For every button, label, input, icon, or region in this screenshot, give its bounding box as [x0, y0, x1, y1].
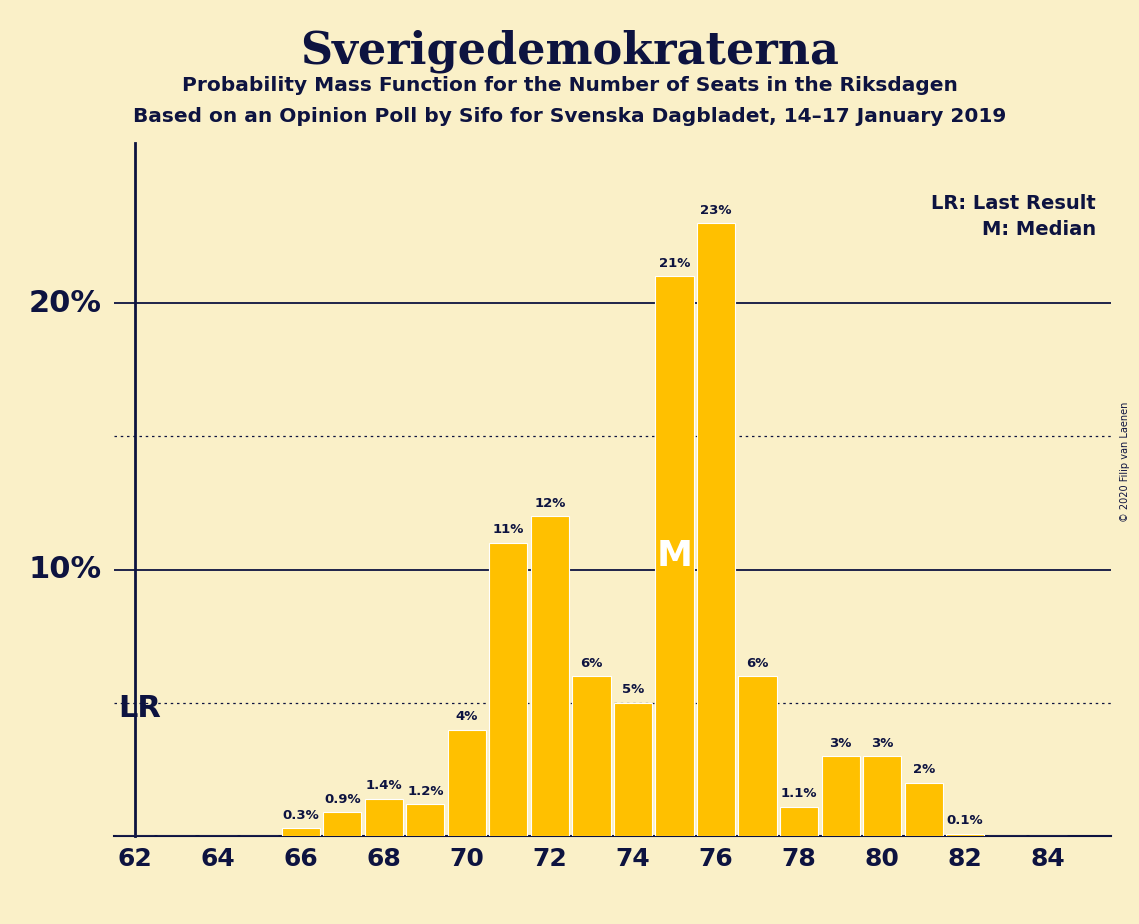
Text: 1.1%: 1.1%: [781, 787, 818, 800]
Text: 10%: 10%: [28, 555, 101, 584]
Text: 6%: 6%: [746, 657, 769, 670]
Text: 23%: 23%: [700, 203, 731, 216]
Text: 12%: 12%: [534, 497, 566, 510]
Text: M: M: [656, 540, 693, 574]
Text: M: Median: M: Median: [982, 220, 1096, 239]
Text: 3%: 3%: [829, 736, 852, 749]
Text: 2%: 2%: [912, 763, 935, 776]
Text: 6%: 6%: [580, 657, 603, 670]
Bar: [821, 756, 860, 836]
Text: © 2020 Filip van Laenen: © 2020 Filip van Laenen: [1121, 402, 1130, 522]
Bar: [448, 730, 486, 836]
Text: 11%: 11%: [493, 523, 524, 536]
Bar: [904, 783, 943, 836]
Text: Based on an Opinion Poll by Sifo for Svenska Dagbladet, 14–17 January 2019: Based on an Opinion Poll by Sifo for Sve…: [133, 107, 1006, 127]
Bar: [738, 676, 777, 836]
Bar: [364, 799, 403, 836]
Text: 1.2%: 1.2%: [407, 784, 443, 797]
Text: Sverigedemokraterna: Sverigedemokraterna: [300, 30, 839, 73]
Bar: [614, 703, 652, 836]
Text: LR: LR: [118, 694, 161, 723]
Bar: [863, 756, 901, 836]
Text: 20%: 20%: [28, 288, 101, 318]
Text: LR: Last Result: LR: Last Result: [931, 194, 1096, 213]
Text: 0.3%: 0.3%: [282, 808, 319, 821]
Bar: [281, 828, 320, 836]
Bar: [947, 833, 984, 836]
Text: 5%: 5%: [622, 683, 644, 697]
Text: Probability Mass Function for the Number of Seats in the Riksdagen: Probability Mass Function for the Number…: [181, 76, 958, 95]
Bar: [490, 543, 527, 836]
Bar: [697, 224, 735, 836]
Bar: [780, 807, 818, 836]
Text: 4%: 4%: [456, 710, 478, 723]
Bar: [531, 517, 570, 836]
Text: 21%: 21%: [658, 257, 690, 270]
Text: 1.4%: 1.4%: [366, 779, 402, 792]
Bar: [572, 676, 611, 836]
Text: 3%: 3%: [871, 736, 893, 749]
Text: 0.1%: 0.1%: [947, 814, 983, 827]
Bar: [323, 812, 361, 836]
Text: 0.9%: 0.9%: [323, 793, 361, 806]
Bar: [407, 804, 444, 836]
Bar: [655, 276, 694, 836]
